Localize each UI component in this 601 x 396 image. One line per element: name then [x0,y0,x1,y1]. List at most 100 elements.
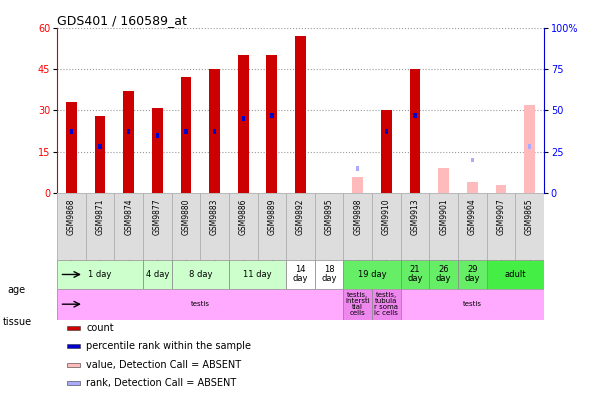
Bar [495,185,507,193]
Bar [356,166,359,171]
Bar [524,105,535,193]
Bar [57,193,86,260]
Bar [410,69,421,193]
Bar [381,110,392,193]
Text: 8 day: 8 day [189,270,212,279]
Bar [286,193,315,260]
Bar [266,55,277,193]
Text: GSM9889: GSM9889 [267,198,276,235]
Bar [413,113,416,118]
Text: rank, Detection Call = ABSENT: rank, Detection Call = ABSENT [87,378,237,388]
Bar [372,193,401,260]
Bar [70,129,73,134]
Bar [258,193,286,260]
Text: GSM9871: GSM9871 [96,198,105,235]
Bar [372,289,401,320]
Text: GSM9886: GSM9886 [239,198,248,235]
Bar [209,69,220,193]
Text: GDS401 / 160589_at: GDS401 / 160589_at [57,13,187,27]
Bar [315,193,343,260]
Text: GSM9895: GSM9895 [325,198,334,235]
Text: 26
day: 26 day [436,265,451,284]
Bar [528,144,531,149]
Bar [315,260,343,289]
Bar [385,129,388,134]
Bar [343,289,372,320]
Bar [467,182,478,193]
Bar [185,129,188,134]
Text: GSM9874: GSM9874 [124,198,133,235]
Text: 29
day: 29 day [465,265,480,284]
Text: GSM9892: GSM9892 [296,198,305,235]
Text: percentile rank within the sample: percentile rank within the sample [87,341,251,352]
Text: GSM9904: GSM9904 [468,198,477,235]
Bar [295,36,306,193]
Text: GSM9913: GSM9913 [410,198,419,235]
Bar [67,381,81,385]
Text: 19 day: 19 day [358,270,386,279]
Bar [67,345,81,348]
Text: GSM9910: GSM9910 [382,198,391,235]
Bar [172,193,200,260]
Bar [487,193,515,260]
Bar [471,158,474,162]
Bar [401,289,544,320]
Text: 11 day: 11 day [243,270,272,279]
Bar [200,193,229,260]
Text: count: count [87,324,114,333]
Bar [270,113,273,118]
Bar [172,260,229,289]
Bar [343,193,372,260]
Bar [123,91,134,193]
Text: 4 day: 4 day [145,270,169,279]
Text: tissue: tissue [3,316,32,327]
Bar [401,193,429,260]
Bar [487,260,544,289]
Text: 1 day: 1 day [88,270,112,279]
Bar [127,129,130,134]
Bar [343,260,401,289]
Text: GSM9898: GSM9898 [353,198,362,235]
Bar [94,116,106,193]
Text: 21
day: 21 day [407,265,423,284]
Bar [156,133,159,138]
Bar [229,193,258,260]
Text: GSM9883: GSM9883 [210,198,219,235]
Bar [238,55,249,193]
Text: testis: testis [463,301,482,307]
Bar [152,108,163,193]
Text: testis: testis [191,301,210,307]
Text: adult: adult [504,270,526,279]
Text: GSM9865: GSM9865 [525,198,534,235]
Bar [401,260,429,289]
Bar [143,193,172,260]
Bar [429,260,458,289]
Bar [86,193,114,260]
Bar [352,177,363,193]
Bar [229,260,286,289]
Bar [57,289,343,320]
Text: GSM9868: GSM9868 [67,198,76,235]
Bar [67,363,81,367]
Bar [57,260,143,289]
Text: 14
day: 14 day [293,265,308,284]
Bar [438,168,449,193]
Bar [99,144,102,149]
Bar [458,260,487,289]
Bar [67,326,81,330]
Text: testis,
tubula
r soma
ic cells: testis, tubula r soma ic cells [374,292,398,316]
Bar [429,193,458,260]
Bar [180,77,191,193]
Text: value, Detection Call = ABSENT: value, Detection Call = ABSENT [87,360,242,369]
Text: testis,
intersti
tial
cells: testis, intersti tial cells [346,292,370,316]
Text: GSM9877: GSM9877 [153,198,162,235]
Bar [213,129,216,134]
Bar [114,193,143,260]
Bar [143,260,172,289]
Text: GSM9907: GSM9907 [496,198,505,235]
Bar [515,193,544,260]
Bar [242,116,245,121]
Bar [66,102,77,193]
Text: 18
day: 18 day [322,265,337,284]
Bar [286,260,315,289]
